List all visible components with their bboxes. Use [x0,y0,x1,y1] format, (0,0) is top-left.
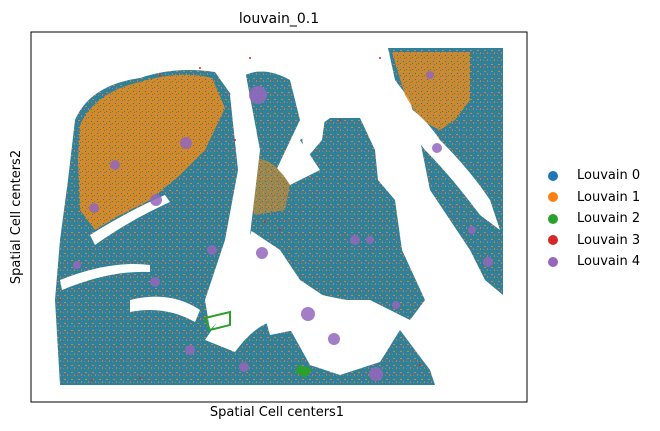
axes-frame [30,31,528,403]
orange-region-right [392,52,470,130]
legend-label: Louvain 3 [577,232,641,248]
tissue-scatter [55,48,503,385]
legend-label: Louvain 4 [577,254,641,270]
legend-marker [548,170,558,181]
legend-label: Louvain 0 [577,168,641,184]
tissue-gaps [60,70,500,335]
legend-item: Louvain 1 [548,187,640,209]
y-axis-label: Spatial Cell centers2 [9,150,24,284]
legend-label: Louvain 1 [577,189,641,205]
legend-item: Louvain 2 [548,208,640,230]
red-cells [59,57,421,381]
orange-region-left [78,74,225,230]
legend-item: Louvain 3 [548,230,640,252]
chart-title: louvain_0.1 [239,11,319,27]
green-clusters [203,310,312,378]
legend-marker [548,213,558,224]
tissue-region-middle [228,118,425,320]
legend: Louvain 0 Louvain 1 Louvain 2 Louvain 3 Louv… [548,165,640,273]
legend-label: Louvain 2 [577,211,641,227]
legend-item: Louvain 0 [548,165,640,187]
purple-clusters [73,71,493,381]
legend-item: Louvain 4 [548,251,640,273]
legend-marker [548,235,558,246]
legend-marker [548,256,558,267]
x-axis-label: Spatial Cell centers1 [210,405,344,420]
legend-marker [548,192,558,203]
